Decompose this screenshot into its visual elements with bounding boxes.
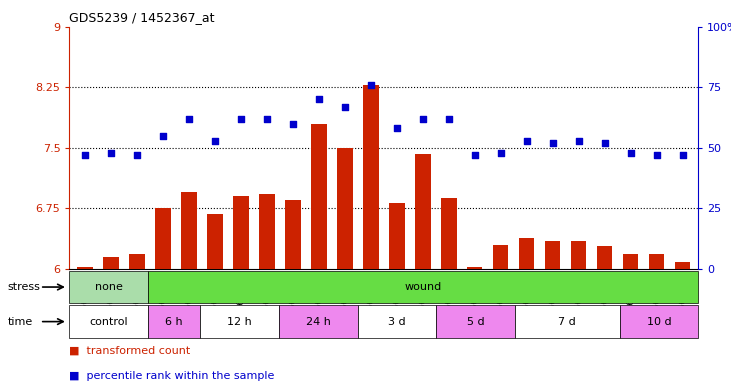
- Text: 10 d: 10 d: [646, 316, 671, 327]
- Point: [677, 152, 689, 158]
- Bar: [77, 267, 93, 269]
- Bar: [436, 305, 515, 338]
- Text: 7 d: 7 d: [558, 316, 576, 327]
- Bar: [181, 192, 197, 269]
- Bar: [519, 238, 534, 269]
- Bar: [311, 124, 327, 269]
- Text: ■  transformed count: ■ transformed count: [69, 346, 191, 356]
- Bar: [207, 214, 223, 269]
- Point: [599, 140, 610, 146]
- Bar: [155, 208, 171, 269]
- Text: GDS5239 / 1452367_at: GDS5239 / 1452367_at: [69, 12, 215, 25]
- Point: [209, 137, 221, 144]
- Bar: [129, 254, 145, 269]
- Bar: [441, 198, 457, 269]
- Bar: [515, 305, 619, 338]
- Bar: [545, 241, 561, 269]
- Bar: [467, 267, 482, 269]
- Bar: [259, 194, 275, 269]
- Text: none: none: [95, 282, 123, 292]
- Bar: [69, 305, 148, 338]
- Text: control: control: [89, 316, 128, 327]
- Point: [339, 104, 351, 110]
- Text: wound: wound: [404, 282, 442, 292]
- Bar: [200, 305, 279, 338]
- Point: [131, 152, 143, 158]
- Bar: [571, 241, 586, 269]
- Point: [235, 116, 247, 122]
- Bar: [103, 257, 119, 269]
- Bar: [675, 262, 690, 269]
- Text: stress: stress: [7, 282, 40, 292]
- Bar: [233, 196, 249, 269]
- Point: [183, 116, 194, 122]
- Bar: [493, 245, 509, 269]
- Point: [417, 116, 428, 122]
- Point: [625, 150, 637, 156]
- Point: [651, 152, 662, 158]
- Point: [469, 152, 480, 158]
- Bar: [279, 305, 357, 338]
- Bar: [148, 305, 200, 338]
- Bar: [285, 200, 300, 269]
- Point: [573, 137, 585, 144]
- Point: [365, 82, 376, 88]
- Point: [79, 152, 91, 158]
- Bar: [148, 271, 698, 303]
- Bar: [620, 305, 698, 338]
- Bar: [337, 148, 352, 269]
- Point: [287, 121, 299, 127]
- Bar: [363, 85, 379, 269]
- Text: 3 d: 3 d: [388, 316, 406, 327]
- Text: time: time: [7, 316, 33, 327]
- Point: [495, 150, 507, 156]
- Bar: [648, 254, 664, 269]
- Bar: [357, 305, 436, 338]
- Point: [547, 140, 558, 146]
- Bar: [69, 271, 148, 303]
- Bar: [623, 254, 638, 269]
- Text: 5 d: 5 d: [466, 316, 484, 327]
- Point: [261, 116, 273, 122]
- Point: [391, 126, 403, 132]
- Point: [520, 137, 532, 144]
- Bar: [596, 246, 613, 269]
- Point: [105, 150, 117, 156]
- Point: [443, 116, 455, 122]
- Bar: [415, 154, 431, 269]
- Text: 12 h: 12 h: [227, 316, 252, 327]
- Text: ■  percentile rank within the sample: ■ percentile rank within the sample: [69, 371, 275, 381]
- Text: 24 h: 24 h: [306, 316, 330, 327]
- Point: [157, 132, 169, 139]
- Point: [313, 96, 325, 103]
- Bar: [389, 203, 404, 269]
- Text: 6 h: 6 h: [165, 316, 183, 327]
